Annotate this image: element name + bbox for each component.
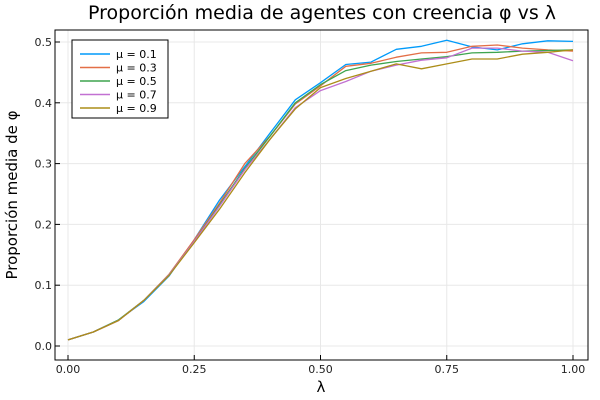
series-line-1: [67, 39, 574, 341]
legend-box: [71, 39, 169, 119]
x-tick-label: 1.00: [561, 363, 586, 376]
legend-entry: μ = 0.7: [116, 89, 157, 102]
legend-entry: μ = 0.1: [116, 48, 157, 61]
y-tick-label: 0.0: [35, 340, 53, 353]
y-tick-label: 0.1: [35, 279, 53, 292]
y-tick-label: 0.5: [35, 36, 53, 49]
series-lines: [67, 39, 574, 341]
plot-frame: [54, 29, 589, 361]
x-tick-label: 0.50: [308, 363, 333, 376]
legend: μ = 0.1μ = 0.3μ = 0.5μ = 0.7μ = 0.9: [71, 39, 169, 119]
x-tick-label: 0.00: [56, 363, 81, 376]
legend-entry: μ = 0.3: [116, 62, 157, 75]
y-tick-label: 0.4: [35, 97, 53, 110]
legend-entry: μ = 0.9: [116, 102, 157, 115]
y-axis-label: Proporción media de φ: [3, 110, 21, 279]
y-tick-label: 0.2: [35, 218, 53, 231]
x-tick-label: 0.25: [182, 363, 207, 376]
legend-entry: μ = 0.5: [116, 75, 157, 88]
x-axis-ticks: 0.00 0.25 0.50 0.75 1.00: [56, 355, 586, 376]
series-line-5: [67, 49, 574, 341]
y-tick-label: 0.3: [35, 158, 53, 171]
x-tick-label: 0.75: [435, 363, 460, 376]
y-axis-ticks: 0.0 0.1 0.2 0.3 0.4 0.5: [35, 36, 60, 353]
x-axis-label: λ: [317, 378, 326, 396]
chart-title: Proporción media de agentes con creencia…: [88, 2, 556, 24]
